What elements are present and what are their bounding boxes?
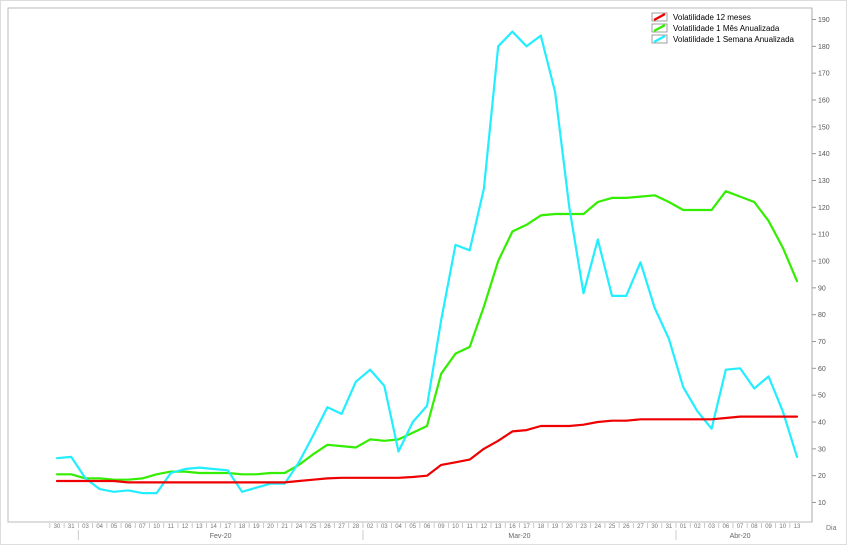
x-tick-label: 24 (594, 524, 601, 530)
x-tick-label: 11 (467, 524, 474, 530)
y-tick-label: 180 (818, 44, 830, 51)
x-tick-label: 26 (623, 524, 630, 530)
y-tick-label: 140 (818, 151, 830, 158)
month-axis: Fev-20 Mar-20 Abr-20 (77, 530, 751, 540)
y-tick-label: 40 (818, 420, 826, 427)
x-tick-label: 18 (239, 524, 246, 530)
series-line-2 (55, 190, 799, 481)
y-tick-label: 100 (818, 259, 830, 266)
x-tick-label: 25 (609, 524, 616, 530)
month-label: Fev-20 (210, 533, 232, 540)
x-tick-label: 19 (552, 524, 559, 530)
x-tick-label: 25 (310, 524, 317, 530)
x-tick-label: 02 (694, 524, 701, 530)
x-tick-label: 01 (680, 524, 687, 530)
y-tick-label: 20 (818, 473, 826, 480)
y-tick-label: 80 (818, 312, 826, 319)
x-tick-label: 10 (153, 524, 160, 530)
x-tick-label: 19 (253, 524, 260, 530)
month-label: Mar-20 (508, 533, 530, 540)
y-tick-label: 130 (818, 178, 830, 185)
x-tick-label: 10 (452, 524, 459, 530)
x-tick-label: 12 (481, 524, 488, 530)
x-tick-label: 20 (566, 524, 573, 530)
x-tick-label: 23 (580, 524, 587, 530)
x-tick-label: 06 (125, 524, 132, 530)
x-tick-label: 04 (96, 524, 103, 530)
x-tick-label: 31 (666, 524, 673, 530)
x-tick-label: 13 (196, 524, 203, 530)
series-line-3 (55, 30, 799, 495)
x-tick-label: 18 (538, 524, 545, 530)
series-lines (55, 30, 799, 495)
x-tick-label: 12 (182, 524, 189, 530)
y-tick-label: 110 (818, 232, 829, 239)
y-tick-label: 30 (818, 446, 826, 453)
y-tick-label: 120 (818, 205, 830, 212)
y-tick-label: 170 (818, 71, 830, 78)
y-tick-label: 150 (818, 124, 830, 131)
x-tick-label: 07 (139, 524, 146, 530)
x-tick-label: 02 (367, 524, 374, 530)
series-line-1 (55, 415, 799, 484)
x-tick-label: 06 (723, 524, 730, 530)
x-tick-label: 09 (438, 524, 445, 530)
x-tick-label: 13 (495, 524, 502, 530)
y-tick-label: 50 (818, 393, 826, 400)
x-tick-label: 20 (267, 524, 274, 530)
legend-label: Volatilidade 12 meses (673, 13, 751, 22)
x-tick-label: 17 (224, 524, 231, 530)
x-tick-label: 05 (111, 524, 118, 530)
month-label: Abr-20 (730, 533, 751, 540)
x-tick-label: 11 (168, 524, 175, 530)
x-tick-label: 24 (296, 524, 303, 530)
x-tick-label: 09 (765, 524, 772, 530)
x-tick-label: 03 (82, 524, 89, 530)
x-tick-label: 06 (424, 524, 431, 530)
y-tick-label: 60 (818, 366, 826, 373)
x-tick-label: 26 (324, 524, 331, 530)
x-tick-label: 07 (737, 524, 744, 530)
legend-swatch-line (653, 23, 666, 33)
x-tick-label: 30 (651, 524, 658, 530)
x-tick-label: 08 (751, 524, 758, 530)
y-tick-label: 160 (818, 98, 830, 105)
x-tick-label: 28 (353, 524, 360, 530)
x-tick-label: 31 (68, 524, 75, 530)
x-tick-label: 03 (708, 524, 715, 530)
x-tick-label: 16 (509, 524, 516, 530)
x-axis-ticks: 30 31 03 04 05 06 07 10 11 12 13 14 17 18 19 20 21 24 25 26… (49, 523, 801, 530)
legend-swatch-line (653, 34, 666, 44)
x-axis-title: Dia (826, 525, 837, 532)
x-tick-label: 27 (637, 524, 644, 530)
x-tick-label: 21 (281, 524, 288, 530)
y-tick-label: 90 (818, 285, 826, 292)
legend-label: Volatilidade 1 Mês Anualizada (673, 24, 780, 33)
x-tick-label: 05 (409, 524, 416, 530)
legend: Volatilidade 12 meses Volatilidade 1 Mês … (651, 12, 795, 44)
legend-swatch-line (653, 12, 666, 22)
y-tick-label: 190 (818, 17, 830, 24)
x-tick-label: 13 (794, 524, 801, 530)
x-tick-label: 30 (54, 524, 61, 530)
y-tick-label: 70 (818, 339, 826, 346)
x-tick-label: 27 (338, 524, 345, 530)
x-tick-label: 04 (395, 524, 402, 530)
y-tick-label: 10 (818, 500, 826, 507)
y-axis-ticks: 10 20 30 40 50 60 70 80 90 100 110 120 130 140 150 160 1… (812, 17, 830, 507)
x-tick-label: 17 (523, 524, 530, 530)
x-tick-label: 10 (779, 524, 786, 530)
legend-label: Volatilidade 1 Semana Anualizada (673, 35, 795, 44)
x-tick-label: 03 (381, 524, 388, 530)
x-tick-label: 14 (210, 524, 217, 530)
